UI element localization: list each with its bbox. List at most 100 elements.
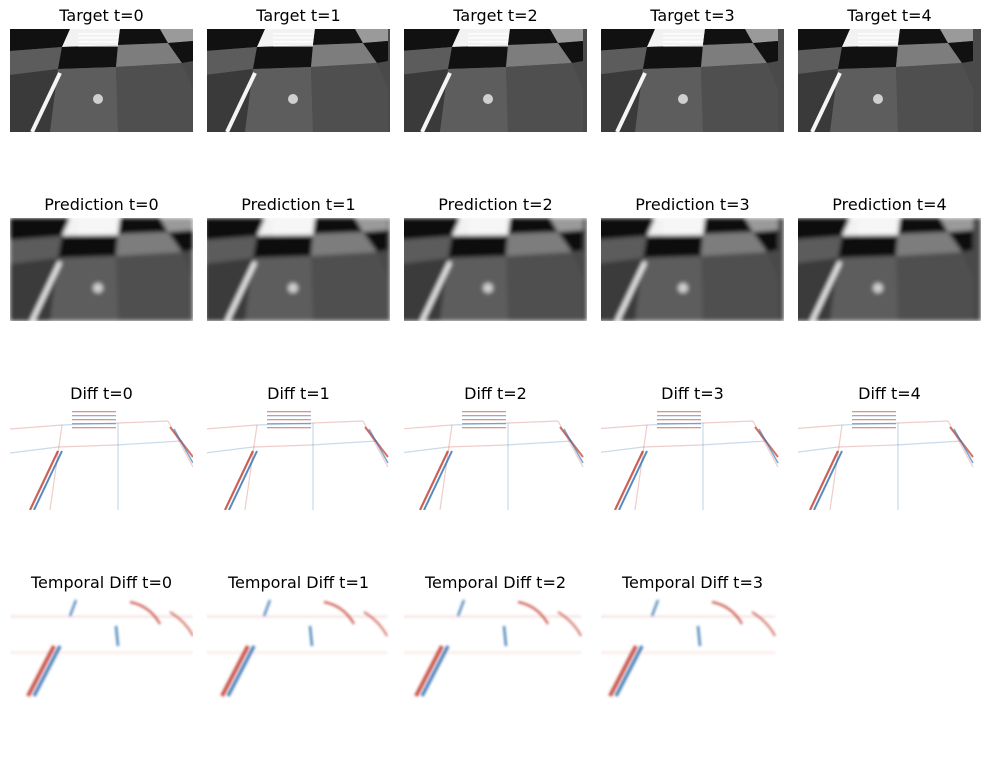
temporal-edge xyxy=(68,599,78,617)
checker-tile xyxy=(508,29,558,45)
image-panel xyxy=(601,596,784,699)
reflection-stripe xyxy=(78,234,118,236)
checker-tile xyxy=(896,252,973,321)
corner-residual-blue xyxy=(173,428,193,464)
checker-tile xyxy=(896,63,973,132)
temporal-curve xyxy=(751,611,776,637)
checker-tile xyxy=(207,47,257,75)
checker-tile xyxy=(440,67,508,132)
reflection-stripe xyxy=(468,33,508,35)
subplot-title: Target t=1 xyxy=(256,6,341,25)
stripe-residual xyxy=(462,427,506,429)
image-canvas xyxy=(404,407,587,510)
image-panel xyxy=(404,218,587,321)
checker-tile xyxy=(168,41,193,63)
temporal-curve xyxy=(557,611,582,637)
edge-residual xyxy=(634,424,648,510)
temporal-curve xyxy=(169,611,193,637)
reflection-stripe xyxy=(663,37,703,39)
checker-tile xyxy=(160,29,193,43)
checker-tile xyxy=(745,29,778,43)
subplot: Target t=0 xyxy=(10,6,193,132)
floor-line xyxy=(225,261,257,321)
checker-tile xyxy=(838,45,898,69)
checker-tile xyxy=(798,258,838,321)
line-residual-blue xyxy=(423,450,453,510)
checker-tile xyxy=(58,234,118,258)
reflection-stripe xyxy=(663,230,703,232)
edge-residual xyxy=(312,420,364,424)
reflection-stripe xyxy=(468,234,508,236)
line-residual-red xyxy=(419,450,449,510)
image-canvas xyxy=(207,407,390,510)
stripe-residual xyxy=(72,415,116,417)
checker-tile xyxy=(311,232,377,256)
image-panel xyxy=(207,596,390,699)
image-canvas xyxy=(798,29,981,132)
temporal-edge xyxy=(650,599,660,617)
stripe-residual xyxy=(267,415,311,417)
line-residual-red xyxy=(224,450,254,510)
checker-tile xyxy=(703,218,753,234)
light-spot xyxy=(873,94,883,104)
checker-tile xyxy=(798,236,842,263)
temporal-curve xyxy=(323,600,355,625)
image-canvas xyxy=(207,596,390,699)
stripe-residual xyxy=(267,411,311,413)
temporal-edge xyxy=(696,625,702,647)
light-spot xyxy=(678,283,688,293)
subplot: Target t=1 xyxy=(207,6,390,132)
checker-tile xyxy=(948,230,973,252)
panel-background xyxy=(404,596,587,699)
reflection-stripe xyxy=(858,37,898,39)
subplot-title: Diff t=2 xyxy=(464,384,527,403)
reflection-stripe xyxy=(468,45,508,47)
temporal-line-red xyxy=(414,645,444,697)
edge-residual xyxy=(57,444,117,448)
reflection-stripe xyxy=(78,45,118,47)
image-panel xyxy=(10,29,193,132)
checker-tile xyxy=(896,232,962,256)
image-canvas xyxy=(10,218,193,321)
image-panel xyxy=(207,407,390,510)
edge-residual xyxy=(601,446,644,453)
image-panel xyxy=(10,596,193,699)
checker-tile xyxy=(404,218,460,240)
checker-tile xyxy=(311,43,377,67)
subplot: Target t=4 xyxy=(798,6,981,132)
checker-tile xyxy=(253,45,313,69)
checker-tile xyxy=(703,29,753,45)
checker-tile xyxy=(404,236,452,264)
edge-residual xyxy=(404,446,449,454)
edge-residual xyxy=(115,440,183,446)
image-canvas xyxy=(207,218,390,321)
checker-tile xyxy=(508,218,558,234)
reflection-stripe xyxy=(663,41,703,43)
temporal-line-blue xyxy=(32,645,62,697)
image-canvas xyxy=(404,218,587,321)
light-spot xyxy=(93,94,103,104)
image-canvas xyxy=(601,218,784,321)
panel-background xyxy=(10,596,193,699)
checker-tile xyxy=(745,218,778,232)
temporal-curve xyxy=(129,600,161,625)
checker-tile xyxy=(601,218,655,240)
checker-tile xyxy=(643,234,703,258)
subplot-title: Temporal Diff t=0 xyxy=(30,573,173,592)
reflection-stripe xyxy=(273,230,313,232)
image-panel xyxy=(404,407,587,510)
edge-residual xyxy=(310,440,378,446)
checker-tile xyxy=(245,67,313,132)
image-panel xyxy=(601,407,784,510)
subplot: Prediction t=2 xyxy=(404,195,587,321)
checker-tile xyxy=(701,43,767,67)
edge-residual xyxy=(837,444,897,448)
subplot: Prediction t=1 xyxy=(207,195,390,321)
edge-residual xyxy=(798,424,843,429)
image-panel xyxy=(404,596,587,699)
image-canvas xyxy=(601,29,784,132)
edge-residual xyxy=(207,446,254,454)
subplot: Prediction t=4 xyxy=(798,195,981,321)
edge-residual xyxy=(700,440,768,446)
